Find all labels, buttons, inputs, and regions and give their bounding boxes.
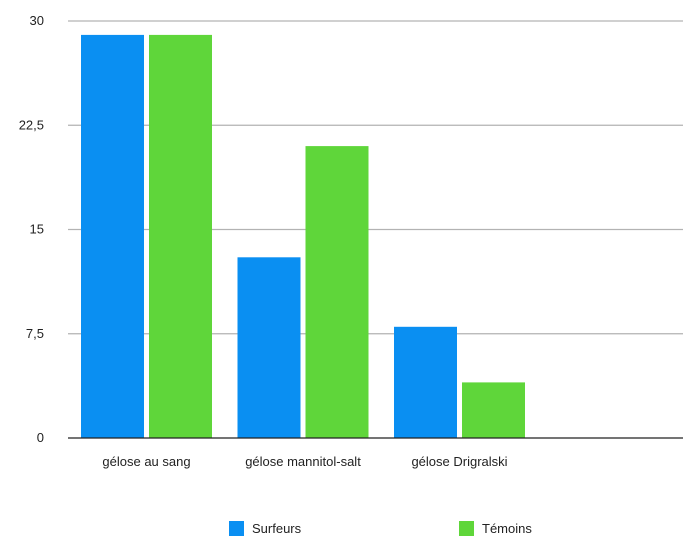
bar (149, 34, 212, 439)
legend: Surfeurs Témoins (229, 521, 532, 536)
y-tick-label: 15 (30, 222, 44, 237)
y-tick-label: 0 (37, 430, 44, 445)
bar (394, 326, 457, 438)
y-tick-label: 22,5 (19, 117, 44, 132)
y-tick-label: 7,5 (26, 326, 44, 341)
bars (81, 34, 525, 439)
legend-label: Surfeurs (252, 521, 302, 536)
bar (305, 146, 369, 438)
y-tick-label: 30 (30, 13, 44, 28)
legend-label: Témoins (482, 521, 532, 536)
y-axis-tick-labels: 0 7,5 15 22,5 30 (19, 13, 44, 445)
legend-swatch (229, 521, 244, 536)
legend-swatch (459, 521, 474, 536)
x-category-label: gélose mannitol-salt (245, 454, 361, 469)
x-category-label: gélose Drigralski (411, 454, 507, 469)
x-axis-category-labels: gélose au sang gélose mannitol-salt gélose… (102, 454, 507, 469)
x-category-label: gélose au sang (102, 454, 190, 469)
bar (237, 257, 301, 438)
bar (462, 382, 525, 438)
bar (81, 34, 144, 439)
